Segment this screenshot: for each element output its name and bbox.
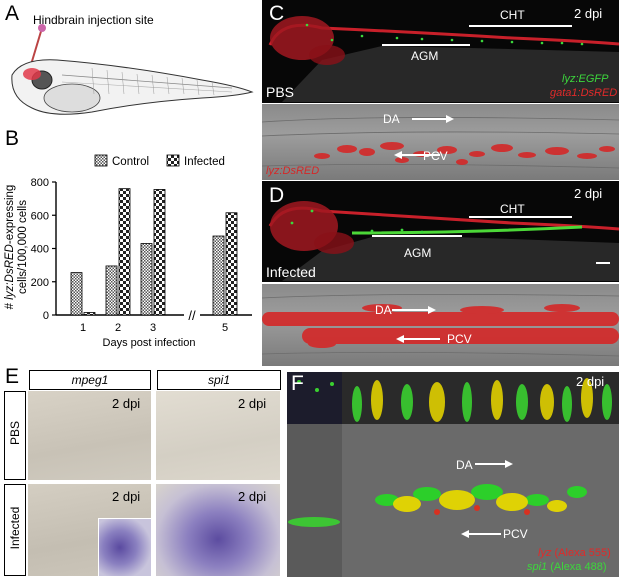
- x-axis-label: Days post infection: [103, 337, 196, 349]
- axis-break: //: [188, 308, 196, 323]
- bar-chart: # lyz:DsRED-expressing cells/100,000 cel…: [0, 140, 258, 355]
- panel-f-legend-red: lyz (Alexa 555): [538, 547, 611, 559]
- panel-d-fluorescence-image: [262, 181, 619, 282]
- x-tick-label: 3: [150, 322, 156, 334]
- fish-fluorescence-c: [268, 16, 619, 102]
- panel-f-time: 2 dpi: [576, 374, 605, 389]
- panel-d-cht-label: CHT: [500, 202, 525, 216]
- panel-e-time-1: 2 dpi: [112, 396, 141, 411]
- panel-e-inf-spi1-image: [156, 484, 280, 576]
- panel-c-time: 2 dpi: [574, 6, 603, 21]
- y-tick-label: 400: [31, 244, 49, 256]
- panel-e-row1-label: PBS: [4, 391, 26, 480]
- panel-d-time: 2 dpi: [574, 186, 603, 201]
- bar-chart-svg: # lyz:DsRED-expressing cells/100,000 cel…: [4, 154, 252, 349]
- panel-c-zoom-image: [261, 104, 619, 180]
- legend-swatch-control: [94, 154, 108, 167]
- bar-infected-1: [83, 312, 96, 316]
- injection-site-caption: Hindbrain injection site: [33, 13, 154, 27]
- panel-f-legend-green: spi1 (Alexa 488): [527, 561, 607, 573]
- panel-c-da-label: DA: [383, 112, 400, 126]
- bar-control-1: [70, 272, 83, 316]
- panel-f-da-label: DA: [456, 458, 473, 472]
- y-tick-label: 600: [31, 210, 49, 222]
- legend-label-control: Control: [112, 156, 149, 168]
- panel-c-pcv-label: PCV: [423, 149, 448, 163]
- bar-control-3: [140, 243, 153, 316]
- panel-e-col2-header: spi1: [157, 370, 281, 390]
- bar-control-2: [105, 265, 118, 316]
- panel-f-confocal-image: [287, 372, 619, 577]
- zoom-d-cells: [261, 294, 619, 357]
- y-tick-label: 0: [43, 310, 49, 322]
- y-tick-label: 200: [31, 277, 49, 289]
- legend-label-infected: Infected: [184, 156, 225, 168]
- panel-d-da-label: DA: [375, 303, 392, 317]
- bar-infected-5: [225, 212, 238, 316]
- panel-c-condition: PBS: [266, 84, 295, 100]
- panel-e-time-4: 2 dpi: [238, 489, 267, 504]
- panel-e-pbs-mpeg1-image: [28, 391, 151, 480]
- panel-c-legend-green: lyz:EGFP: [562, 73, 609, 85]
- panel-e-time-3: 2 dpi: [112, 489, 141, 504]
- panel-d-pcv-label: PCV: [447, 332, 472, 346]
- panel-f-pcv-label: PCV: [503, 527, 528, 541]
- panel-label-c: C: [269, 2, 285, 25]
- x-tick-label: 5: [222, 322, 228, 334]
- panel-label-f: F: [291, 372, 304, 395]
- panel-label-e: E: [5, 365, 20, 388]
- panel-label-d: D: [269, 184, 285, 207]
- y-axis-label: # lyz:DsRED-expressing cells/100,000 cel…: [4, 185, 29, 310]
- panel-c-zoom-legend: lyz:DsRED: [266, 165, 320, 177]
- svg-text:cells/100,000 cells: cells/100,000 cells: [17, 200, 29, 294]
- panel-c-agm-label: AGM: [411, 49, 439, 63]
- panel-e-col1-header: mpeg1: [29, 370, 151, 390]
- panel-label-a: A: [5, 2, 20, 25]
- panel-label-b: B: [5, 127, 20, 150]
- panel-c-fluorescence-image: [262, 0, 619, 103]
- bar-infected-2: [118, 188, 131, 316]
- panel-e-inset-image: [98, 518, 152, 577]
- panel-d-condition: Infected: [266, 264, 316, 280]
- svg-text:# lyz:DsRED-expressing: # lyz:DsRED-expressing: [4, 185, 16, 310]
- x-tick-label: 2: [115, 322, 121, 334]
- x-tick-label: 1: [80, 322, 86, 334]
- panel-e-time-2: 2 dpi: [238, 396, 267, 411]
- panel-e-pbs-spi1-image: [156, 391, 280, 480]
- panel-d-zoom-image: [261, 284, 619, 366]
- confocal-cells-f: [287, 372, 619, 577]
- y-tick-label: 800: [31, 177, 49, 189]
- legend-swatch-infected: [166, 154, 180, 167]
- panel-e-row2-label: Infected: [4, 484, 26, 576]
- panel-c-legend-red: gata1:DsRED: [550, 87, 618, 99]
- bar-infected-3: [153, 189, 166, 316]
- panel-c-cht-label: CHT: [500, 8, 525, 22]
- fish-fluorescence-d: [268, 201, 619, 281]
- panel-d-agm-label: AGM: [404, 246, 432, 260]
- bar-control-5: [212, 235, 225, 316]
- zoom-c-cells: [261, 115, 619, 169]
- zebrafish-larva-illustration: [11, 24, 254, 115]
